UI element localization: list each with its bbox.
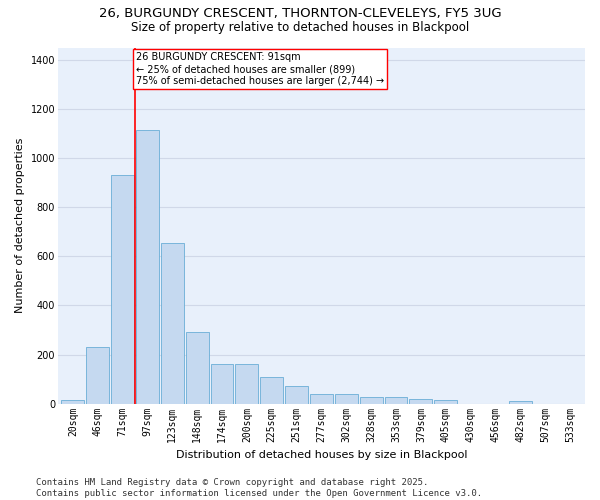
Bar xyxy=(86,347,109,404)
Bar xyxy=(335,394,358,404)
X-axis label: Distribution of detached houses by size in Blackpool: Distribution of detached houses by size … xyxy=(176,450,467,460)
Text: Size of property relative to detached houses in Blackpool: Size of property relative to detached ho… xyxy=(131,21,469,34)
Bar xyxy=(111,175,134,404)
Bar xyxy=(161,243,184,404)
Text: Contains HM Land Registry data © Crown copyright and database right 2025.
Contai: Contains HM Land Registry data © Crown c… xyxy=(36,478,482,498)
Y-axis label: Number of detached properties: Number of detached properties xyxy=(15,138,25,314)
Bar xyxy=(61,400,85,404)
Bar xyxy=(136,130,159,404)
Bar xyxy=(360,398,383,404)
Bar xyxy=(285,386,308,404)
Bar xyxy=(235,364,259,404)
Bar xyxy=(509,401,532,404)
Bar xyxy=(310,394,333,404)
Text: 26 BURGUNDY CRESCENT: 91sqm
← 25% of detached houses are smaller (899)
75% of se: 26 BURGUNDY CRESCENT: 91sqm ← 25% of det… xyxy=(136,52,385,86)
Bar xyxy=(260,376,283,404)
Bar xyxy=(186,332,209,404)
Bar xyxy=(434,400,457,404)
Text: 26, BURGUNDY CRESCENT, THORNTON-CLEVELEYS, FY5 3UG: 26, BURGUNDY CRESCENT, THORNTON-CLEVELEY… xyxy=(98,8,502,20)
Bar xyxy=(409,398,433,404)
Bar xyxy=(385,398,407,404)
Bar xyxy=(211,364,233,404)
